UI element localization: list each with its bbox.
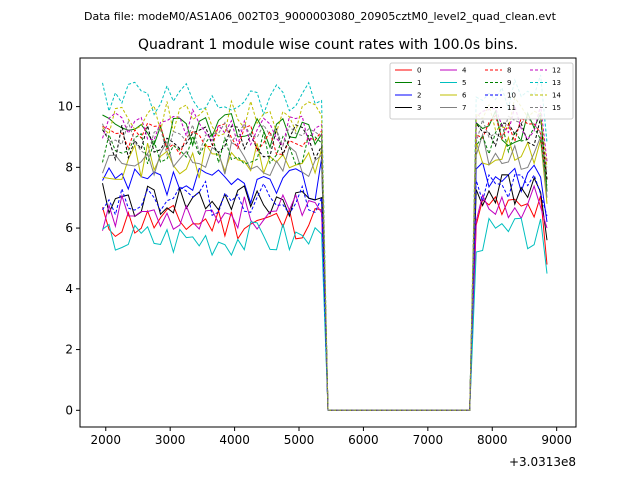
series-line-7	[102, 132, 548, 411]
legend-label-10: 10	[507, 92, 516, 100]
legend-label-4: 4	[462, 67, 467, 75]
series-line-11	[102, 117, 548, 411]
y-tick-label: 4	[65, 282, 73, 296]
legend-label-12: 12	[552, 67, 561, 75]
x-tick-label: 3000	[155, 433, 186, 447]
legend-label-5: 5	[462, 79, 466, 87]
legend-label-13: 13	[552, 79, 561, 87]
legend-label-9: 9	[507, 79, 511, 87]
series-line-3	[102, 174, 548, 411]
axes-frame	[79, 57, 577, 428]
y-tick-label: 2	[65, 343, 73, 357]
series-line-15	[102, 115, 548, 411]
x-offset-label: +3.0313e8	[509, 455, 576, 469]
legend-label-0: 0	[417, 67, 421, 75]
legend-label-11: 11	[507, 104, 516, 112]
x-tick-label: 7000	[413, 433, 444, 447]
legend-label-1: 1	[417, 79, 421, 87]
y-tick-label: 8	[65, 160, 73, 174]
x-tick-label: 9000	[541, 433, 572, 447]
legend-label-14: 14	[552, 92, 561, 100]
x-tick-label: 8000	[477, 433, 508, 447]
series-line-10	[102, 173, 548, 411]
legend-label-3: 3	[417, 104, 421, 112]
legend-label-6: 6	[462, 92, 467, 100]
axis-ticks: 2000 3000 4000 5000 6000 7000 8000 9000 0 2 4 6 8 10	[58, 100, 572, 447]
legend-box	[389, 62, 574, 120]
x-tick-label: 4000	[219, 433, 250, 447]
chart-title: Quadrant 1 module wise count rates with …	[138, 37, 518, 53]
y-tick-label: 6	[65, 221, 73, 235]
legend-label-8: 8	[507, 67, 511, 75]
legend-label-15: 15	[552, 104, 561, 112]
x-tick-label: 6000	[348, 433, 379, 447]
series-line-14	[102, 96, 548, 411]
series-line-4	[102, 184, 548, 411]
y-tick-label: 10	[58, 100, 73, 114]
x-tick-label: 5000	[284, 433, 315, 447]
x-tick-label: 2000	[90, 433, 121, 447]
y-tick-label: 0	[65, 403, 73, 417]
legend-label-7: 7	[462, 104, 466, 112]
series-lines	[102, 74, 548, 411]
series-line-5	[102, 217, 548, 411]
series-line-6	[102, 135, 548, 411]
legend-label-2: 2	[417, 92, 421, 100]
series-line-9	[102, 121, 548, 411]
series-line-0	[102, 195, 548, 411]
data-file-label: Data file: modeM0/AS1A06_002T03_90000030…	[84, 10, 557, 23]
